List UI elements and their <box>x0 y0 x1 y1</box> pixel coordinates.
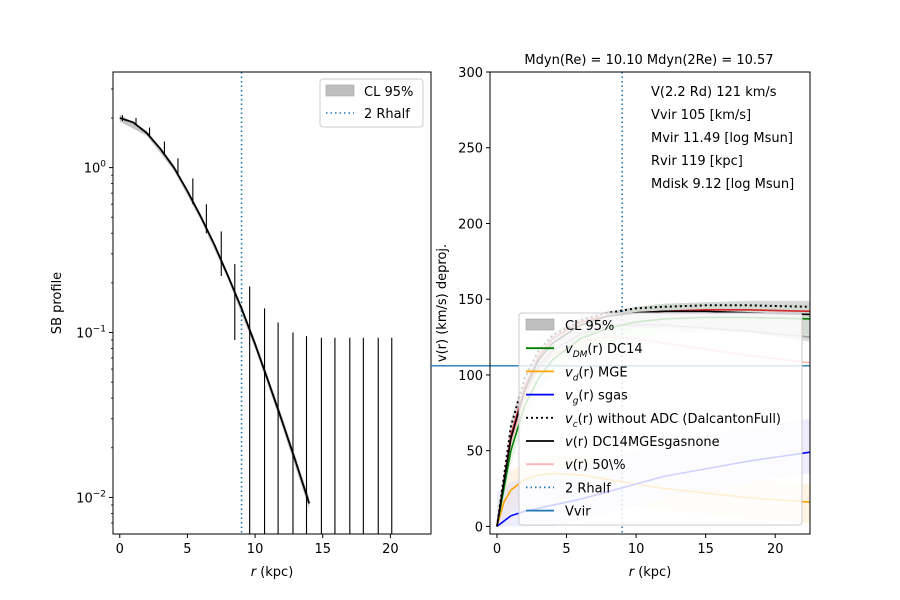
left-y-tick-label: 10−2 <box>76 489 106 506</box>
legend-entry: v(r) 50\% <box>526 458 626 473</box>
left-model-curve <box>119 117 311 504</box>
right-x-tick-label: 0 <box>493 542 501 557</box>
left-x-tick-label: 10 <box>247 542 264 557</box>
right-x-tick-label: 10 <box>628 542 645 557</box>
legend-label: v(r) 50\% <box>565 458 626 473</box>
right-axes-frame <box>489 71 811 535</box>
legend-label: vg(r) sgas <box>565 389 628 407</box>
left-legend-label-rhalf: 2 Rhalf <box>364 107 410 122</box>
annotation-rvir: Rvir 119 [kpc] <box>651 154 743 169</box>
legend-entry: 2 Rhalf <box>526 481 611 496</box>
left-y-ticks: 100 10−1 10−2 <box>76 88 113 524</box>
legend-entry: vc(r) without ADC (DalcantonFull) <box>526 412 781 430</box>
legend-entry: vg(r) sgas <box>526 389 628 407</box>
annotation-mvir: Mvir 11.49 [log Msun] <box>651 131 793 146</box>
legend-entry: Vvir <box>526 505 591 520</box>
right-y-ticks: 0 50 100 150 200 250 300 <box>458 66 490 535</box>
legend-entry: v(r) DC14MGEsgasnone <box>526 435 720 450</box>
left-axes-frame <box>112 71 432 535</box>
left-ci-band <box>119 114 310 510</box>
left-y-tick-label: 10−1 <box>76 325 106 342</box>
left-x-ticks: 0 5 10 15 20 <box>116 534 399 557</box>
legend-entry: vd(r) MGE <box>526 365 628 383</box>
legend-label: vc(r) without ADC (DalcantonFull) <box>565 412 781 430</box>
legend-label: vd(r) MGE <box>565 365 628 383</box>
annotation-v22rd: V(2.2 Rd) 121 km/s <box>651 85 777 100</box>
left-x-tick-label: 15 <box>314 542 331 557</box>
right-y-tick-label: 250 <box>458 142 483 157</box>
right-panel-title: Mdyn(Re) = 10.10 Mdyn(2Re) = 10.57 <box>524 53 773 68</box>
right-x-axis-label: r (kpc) <box>629 565 672 580</box>
left-y-axis-label: SB profile <box>50 272 65 334</box>
right-y-axis-label: v(r) (km/s) deproj. <box>435 244 450 362</box>
legend-entry: vDM(r) DC14 <box>526 342 643 360</box>
right-annotations: V(2.2 Rd) 121 km/s Vvir 105 [km/s] Mvir … <box>651 85 794 192</box>
right-y-tick-label: 0 <box>475 520 483 535</box>
left-x-tick-label: 5 <box>183 542 191 557</box>
left-x-tick-label: 20 <box>382 542 399 557</box>
legend-swatch <box>525 318 555 331</box>
right-legend-box <box>518 312 803 526</box>
left-legend-swatch-cl95 <box>325 84 355 97</box>
right-panel-rotation-curve: 0 5 10 15 20 0 50 100 150 200 250 300 Mdyn(Re) = 1… <box>431 53 811 580</box>
right-y-tick-label: 100 <box>458 369 483 384</box>
left-x-axis-label: r (kpc) <box>251 565 294 580</box>
legend-label: v(r) DC14MGEsgasnone <box>565 435 720 450</box>
legend-entry: CL 95% <box>525 318 614 334</box>
left-plot-area <box>119 72 393 534</box>
right-y-tick-label: 50 <box>466 445 483 460</box>
right-x-tick-label: 20 <box>767 542 784 557</box>
annotation-mdisk: Mdisk 9.12 [log Msun] <box>651 177 794 192</box>
right-x-tick-label: 5 <box>562 542 570 557</box>
left-legend-label-cl95: CL 95% <box>364 85 413 100</box>
right-y-tick-label: 150 <box>458 293 483 308</box>
right-x-ticks: 0 5 10 15 20 <box>493 534 784 557</box>
legend-label: vDM(r) DC14 <box>565 342 643 360</box>
legend-label: 2 Rhalf <box>565 481 611 496</box>
left-x-tick-label: 0 <box>116 542 124 557</box>
right-x-tick-label: 15 <box>697 542 714 557</box>
legend-label: Vvir <box>565 505 591 520</box>
left-legend: CL 95% 2 Rhalf <box>319 78 424 128</box>
legend-label: CL 95% <box>565 319 614 334</box>
annotation-vvir: Vvir 105 [km/s] <box>651 108 751 123</box>
right-y-tick-label: 300 <box>458 66 483 81</box>
left-y-tick-label: 100 <box>84 160 107 177</box>
right-legend: CL 95% vDM(r) DC14 vd(r) MGE vg(r) sgas vc(r… <box>518 312 803 526</box>
right-y-tick-label: 200 <box>458 217 483 232</box>
